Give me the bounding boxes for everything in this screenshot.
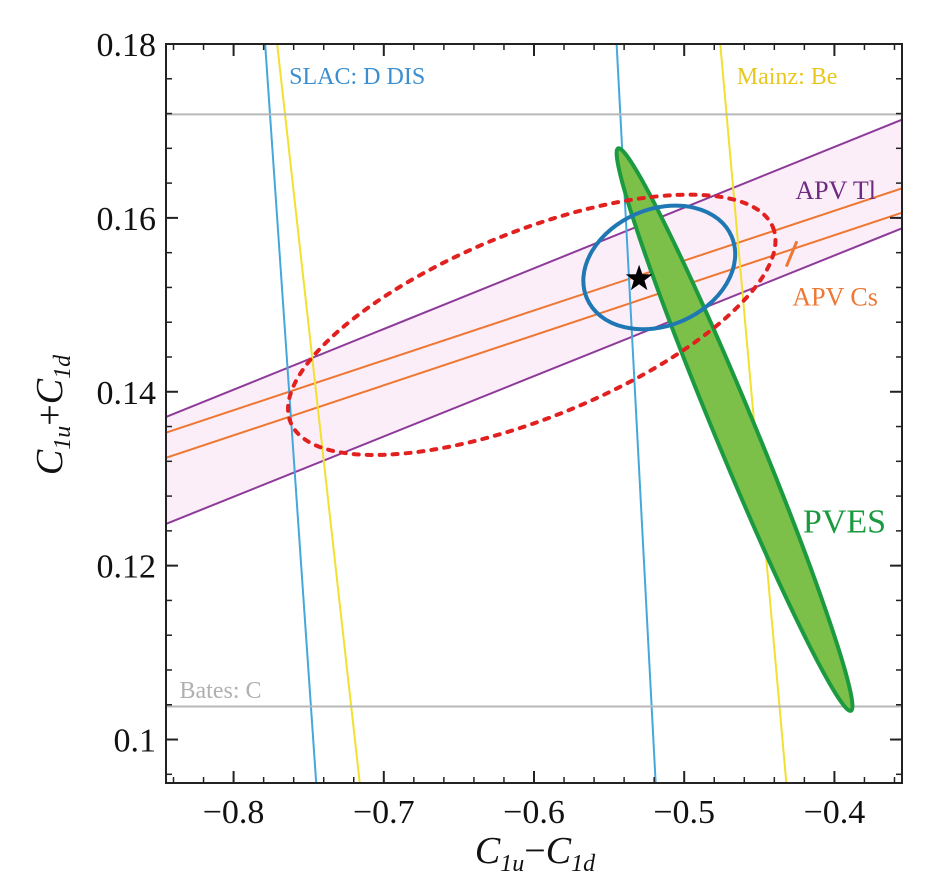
x-axis-label: C1u−C1d <box>475 830 596 877</box>
apv-tl-band-fill <box>166 119 902 524</box>
star-marker <box>625 264 653 291</box>
y-axis-label: C1u+C1d <box>29 354 76 475</box>
y-tick-label: 0.12 <box>97 549 157 586</box>
bates-c-label: Bates: C <box>180 678 262 704</box>
apv-cs-band-lower <box>166 211 902 459</box>
annotations-layer: SLAC: D DIS Mainz: Be APV Tl APV Cs PVES Bate… <box>180 64 886 704</box>
bands-layer <box>166 118 902 525</box>
mainz-be-label: Mainz: Be <box>737 64 838 90</box>
slac-d-dis-line-1 <box>264 44 318 783</box>
marker-layer <box>625 264 653 291</box>
ellipses-layer <box>286 146 855 713</box>
y-tick-label: 0.14 <box>97 375 157 412</box>
x-tick-label: −0.8 <box>203 794 265 831</box>
apv-cs-label: APV Cs <box>792 283 878 312</box>
apv-tl-band-upper <box>166 118 902 418</box>
apv-cs-pointer <box>784 240 799 268</box>
mainz-be-line-2 <box>719 44 788 783</box>
slac-d-dis-label: SLAC: D DIS <box>289 64 425 90</box>
y-tick-label: 0.18 <box>97 27 157 64</box>
mainz-be-line-1 <box>276 44 361 783</box>
x-tick-label: −0.7 <box>353 794 415 831</box>
apv-pves-combined-ellipse <box>581 203 738 332</box>
y-tick-label: 0.1 <box>114 723 157 760</box>
x-tick-label: −0.4 <box>804 794 866 831</box>
y-tick-label: 0.16 <box>97 201 157 238</box>
x-tick-label: −0.6 <box>503 794 565 831</box>
apv-tl-label: APV Tl <box>795 176 876 205</box>
pves-label: PVES <box>803 504 886 541</box>
combined-fit-ellipse <box>286 192 778 457</box>
apv-tl-band-lower <box>166 227 902 525</box>
x-tick-label: −0.5 <box>653 794 715 831</box>
ticks-layer: −0.8 −0.7 −0.6 −0.5 −0.4 0.18 0.16 0.14 0.12 0.1 <box>97 27 902 831</box>
pves-ellipse <box>614 146 855 713</box>
